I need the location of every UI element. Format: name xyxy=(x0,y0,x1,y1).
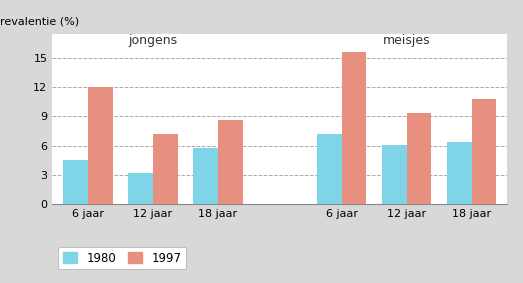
Bar xyxy=(382,145,406,204)
Bar xyxy=(317,134,342,204)
Bar xyxy=(406,113,431,204)
Bar xyxy=(342,52,366,204)
Bar xyxy=(218,120,243,204)
Text: jongens: jongens xyxy=(129,34,178,47)
Bar xyxy=(63,160,88,204)
Bar xyxy=(128,173,153,204)
Bar xyxy=(194,149,218,204)
Text: meisjes: meisjes xyxy=(383,34,430,47)
Bar xyxy=(447,142,472,204)
Bar xyxy=(153,134,178,204)
Legend: 1980, 1997: 1980, 1997 xyxy=(58,247,186,269)
Bar xyxy=(472,99,496,204)
Bar xyxy=(88,87,113,204)
Text: prevalentie (%): prevalentie (%) xyxy=(0,17,79,27)
